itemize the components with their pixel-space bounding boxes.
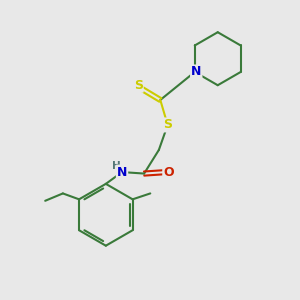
Text: H: H — [112, 160, 121, 171]
Text: O: O — [163, 166, 174, 178]
Text: N: N — [191, 65, 201, 79]
Text: S: S — [163, 118, 172, 131]
Text: N: N — [117, 166, 127, 178]
Text: S: S — [134, 79, 143, 92]
